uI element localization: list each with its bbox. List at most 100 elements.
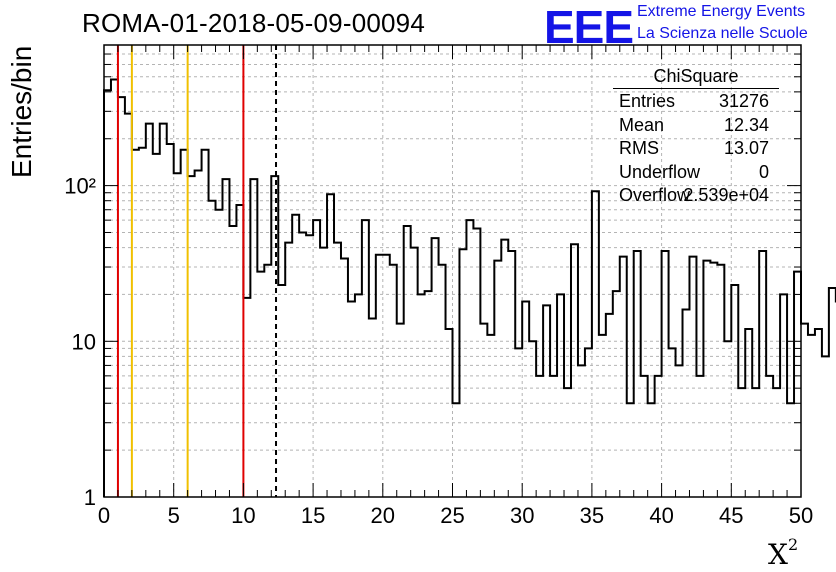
histogram-bin (174, 173, 181, 497)
histogram-bin (641, 376, 648, 497)
histogram-bin (250, 179, 257, 497)
histogram-bin (320, 248, 327, 497)
histogram-bin (564, 388, 571, 497)
x-axis-label: X2 (768, 535, 798, 571)
histogram-bin (167, 144, 174, 497)
histogram-bin (376, 255, 383, 497)
y-tick-label: 10 (72, 329, 96, 354)
histogram-bin (801, 324, 808, 497)
histogram-outline (103, 78, 836, 497)
histogram-bin (466, 220, 473, 497)
stats-value: 13.07 (723, 138, 769, 158)
histogram-bin (613, 291, 620, 497)
histogram-bin (188, 176, 195, 497)
eee-logo: EEE (544, 1, 634, 53)
histogram-bin (599, 335, 606, 497)
histogram-bin (717, 265, 724, 497)
histogram-bin (683, 310, 690, 497)
stats-box: ChiSquare Entries 31276 Mean 12.34 RMS 13.0… (613, 66, 779, 208)
histogram-bin (299, 232, 306, 497)
histogram-bin (195, 171, 202, 497)
histogram-bin (446, 329, 453, 497)
x-tick-label: 15 (301, 503, 325, 528)
histogram-bin (355, 294, 362, 497)
histogram-bin (787, 403, 794, 497)
histogram-bin (313, 220, 320, 497)
histogram-bin (264, 265, 271, 497)
histogram-bin (432, 238, 439, 497)
histogram-bin (745, 329, 752, 497)
histogram-bin (648, 403, 655, 497)
histogram-bin (132, 150, 139, 497)
histogram-bin (794, 272, 801, 497)
histogram-bin (278, 285, 285, 497)
histogram-bin (292, 215, 299, 497)
histogram-bin (271, 176, 278, 497)
x-tick-label: 25 (440, 503, 464, 528)
histogram-bin (111, 80, 118, 497)
histogram-bin (543, 305, 550, 497)
histogram-bin (536, 376, 543, 497)
stats-key: Underflow (619, 161, 701, 182)
x-axis-label-base: X (768, 538, 788, 571)
histogram-bin (592, 191, 599, 497)
histogram-bin (759, 251, 766, 497)
histogram-bin (501, 240, 508, 497)
histogram-bin (731, 285, 738, 497)
histogram-bin (808, 335, 815, 497)
histogram-bin (160, 124, 167, 497)
histogram-bin (676, 365, 683, 497)
histogram-bin (369, 319, 376, 497)
stats-key: Entries (619, 91, 676, 111)
histogram-bin (606, 314, 613, 497)
histogram-bin (390, 265, 397, 497)
x-tick-label: 0 (98, 503, 110, 528)
histogram-bin (411, 248, 418, 497)
x-tick-label: 20 (371, 503, 395, 528)
x-tick-label: 40 (649, 503, 673, 528)
histogram-bin (550, 376, 557, 497)
org-name-line2: La Scienza nelle Scuole (637, 25, 808, 42)
histogram-bin (285, 243, 292, 497)
histogram-bin (439, 265, 446, 497)
histogram-bin (236, 205, 243, 497)
histogram-bin (557, 294, 564, 497)
y-tick-label: 10² (64, 174, 96, 199)
histogram-bin (334, 243, 341, 497)
axis-ticks (103, 44, 802, 498)
histogram-bin (515, 348, 522, 497)
histogram-bin (571, 244, 578, 497)
histogram-bin (780, 294, 787, 497)
histogram-bin (146, 124, 153, 497)
histogram-bars (103, 78, 836, 497)
histogram-bin (257, 272, 264, 497)
stats-value: 0 (758, 161, 769, 182)
histogram-bin (453, 403, 460, 497)
histogram-bin (522, 302, 529, 497)
x-tick-label: 50 (789, 503, 813, 528)
histogram-bin (327, 194, 334, 497)
histogram-bin (216, 210, 223, 497)
x-tick-label: 10 (231, 503, 255, 528)
histogram-bin (222, 179, 229, 497)
histogram-bin (125, 114, 132, 497)
histogram-bin (773, 388, 780, 497)
histogram-bin (669, 348, 676, 497)
histogram-bin (139, 148, 146, 497)
x-tick-label: 5 (168, 503, 180, 528)
histogram-bin (341, 259, 348, 497)
histogram-bin (397, 324, 404, 497)
org-name-line1: Extreme Energy Events (637, 3, 806, 20)
histogram-bin (752, 388, 759, 497)
histogram-bin (578, 365, 585, 497)
stats-row-rms: RMS 13.07 (613, 137, 779, 161)
stats-row-entries: Entries 31276 (613, 90, 779, 114)
x-tick-label: 45 (719, 503, 743, 528)
histogram-bin (306, 235, 313, 497)
x-tick-label: 30 (510, 503, 534, 528)
histogram-bin (243, 298, 250, 497)
histogram-bin (181, 150, 188, 497)
histogram-bin (348, 302, 355, 497)
vertical-lines (116, 45, 278, 497)
